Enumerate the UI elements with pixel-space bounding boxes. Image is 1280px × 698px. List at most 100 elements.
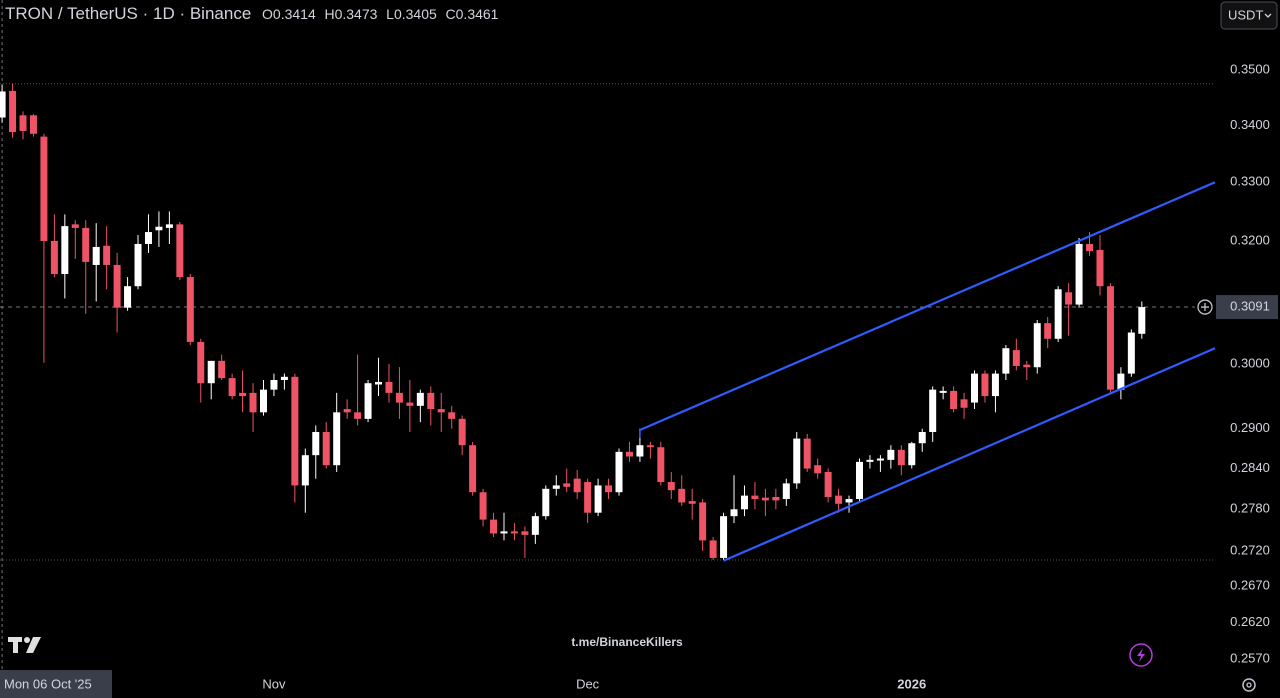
- candle-body: [552, 485, 560, 489]
- candle-body: [270, 380, 278, 390]
- candle-body: [239, 392, 247, 397]
- chevron[interactable]: [1264, 13, 1272, 18]
- candle-body: [103, 245, 111, 265]
- candle-body: [772, 496, 780, 501]
- crosshair-label: Mon 06 Oct '25: [4, 676, 92, 691]
- logo-part: [13, 637, 18, 653]
- candle-body: [71, 224, 79, 228]
- candle-body: [176, 224, 184, 278]
- candle-body: [165, 224, 173, 228]
- candle-body: [563, 483, 571, 487]
- y-tick-label: 0.3400: [1230, 117, 1270, 132]
- candle-body: [144, 232, 152, 244]
- settings-button[interactable]: [1242, 678, 1256, 692]
- candle-body: [458, 418, 466, 446]
- candle-body: [730, 509, 738, 517]
- candle-body: [1106, 286, 1114, 390]
- candle-body: [280, 376, 288, 381]
- candle-body: [855, 461, 863, 500]
- candle-body: [364, 383, 372, 419]
- candle-body: [385, 381, 393, 393]
- ohlc-label: L: [386, 6, 394, 22]
- currency-button[interactable]: USDT: [1220, 1, 1278, 30]
- y-tick-label: 0.2570: [1230, 651, 1270, 666]
- candle-body: [814, 465, 822, 474]
- candle-body: [61, 226, 69, 275]
- candle-body: [50, 240, 58, 275]
- candle-body: [793, 438, 801, 484]
- button-frame[interactable]: [1220, 1, 1278, 30]
- candle-body: [437, 409, 445, 413]
- y-tick-label: 0.2670: [1230, 578, 1270, 593]
- candle-body: [207, 360, 215, 384]
- candle-body: [584, 482, 592, 513]
- logo-part: [24, 637, 30, 643]
- icon-bolt[interactable]: [1137, 648, 1145, 662]
- candle-body: [657, 447, 665, 483]
- candle-body: [929, 389, 937, 432]
- candle-body: [573, 478, 581, 493]
- candle-body: [782, 483, 790, 500]
- x-tick-label: Nov: [262, 676, 286, 691]
- y-tick-label: 0.2620: [1230, 614, 1270, 629]
- candle-body: [897, 449, 905, 466]
- candle-body: [625, 451, 633, 457]
- candle-body: [605, 485, 613, 493]
- candle-body: [0, 91, 6, 118]
- candle-body: [971, 373, 979, 403]
- candle-body: [908, 443, 916, 466]
- ohlc-label: H: [324, 6, 334, 22]
- add-alert-button[interactable]: [1197, 299, 1213, 315]
- candle-body: [406, 402, 414, 406]
- ohlc-value: 0.3405: [394, 6, 437, 22]
- candle-body: [918, 431, 926, 444]
- candle-body: [1023, 364, 1031, 368]
- candle-body: [950, 390, 958, 410]
- y-tick-label: 0.3500: [1230, 62, 1270, 77]
- candle-body: [218, 360, 226, 379]
- gear[interactable]: [1242, 678, 1256, 692]
- candle-body: [416, 392, 424, 406]
- candle-body: [134, 243, 142, 287]
- candle-body: [259, 389, 267, 413]
- candle-body: [40, 136, 48, 241]
- ohlc-label: C: [446, 6, 456, 22]
- candle-body: [500, 531, 508, 534]
- candle-body: [1086, 243, 1094, 252]
- candle-body: [866, 459, 874, 462]
- tradingview-logo: [8, 637, 41, 653]
- icon-ring[interactable]: [1129, 643, 1153, 667]
- candle-body: [835, 495, 843, 504]
- candle-body: [249, 392, 257, 413]
- crosshair-box: [0, 670, 112, 698]
- candle-body: [19, 115, 27, 131]
- candle-body: [845, 499, 853, 503]
- candle-body: [1065, 292, 1073, 305]
- candle-body: [469, 445, 477, 493]
- candle-body: [824, 471, 832, 497]
- candle-body: [427, 392, 435, 410]
- candle-body: [531, 516, 539, 535]
- plus-circle[interactable]: [1197, 299, 1213, 315]
- last-price-label: 0.3091: [1230, 298, 1270, 313]
- candle-body: [720, 516, 728, 558]
- y-tick-label: 0.2900: [1230, 420, 1270, 435]
- plus[interactable]: [1201, 303, 1209, 312]
- candle-body: [1044, 323, 1052, 339]
- candle-body: [312, 431, 320, 456]
- candle-body: [1138, 307, 1146, 334]
- candle-body: [186, 277, 194, 342]
- candle-body: [375, 381, 383, 385]
- currency-label[interactable]: USDT: [1228, 7, 1263, 22]
- candle-body: [1127, 332, 1135, 374]
- ohlc-value: 0.3461: [456, 6, 499, 22]
- header: TRON / TetherUS · 1D · Binance O0.3414 H…: [5, 4, 499, 23]
- candle-body: [9, 90, 17, 133]
- candle-body: [542, 488, 550, 517]
- y-tick-label: 0.3300: [1230, 174, 1270, 189]
- gear-hole[interactable]: [1246, 682, 1252, 688]
- watermark: t.me/BinanceKillers: [571, 635, 683, 649]
- lightning-button[interactable]: [1129, 643, 1153, 667]
